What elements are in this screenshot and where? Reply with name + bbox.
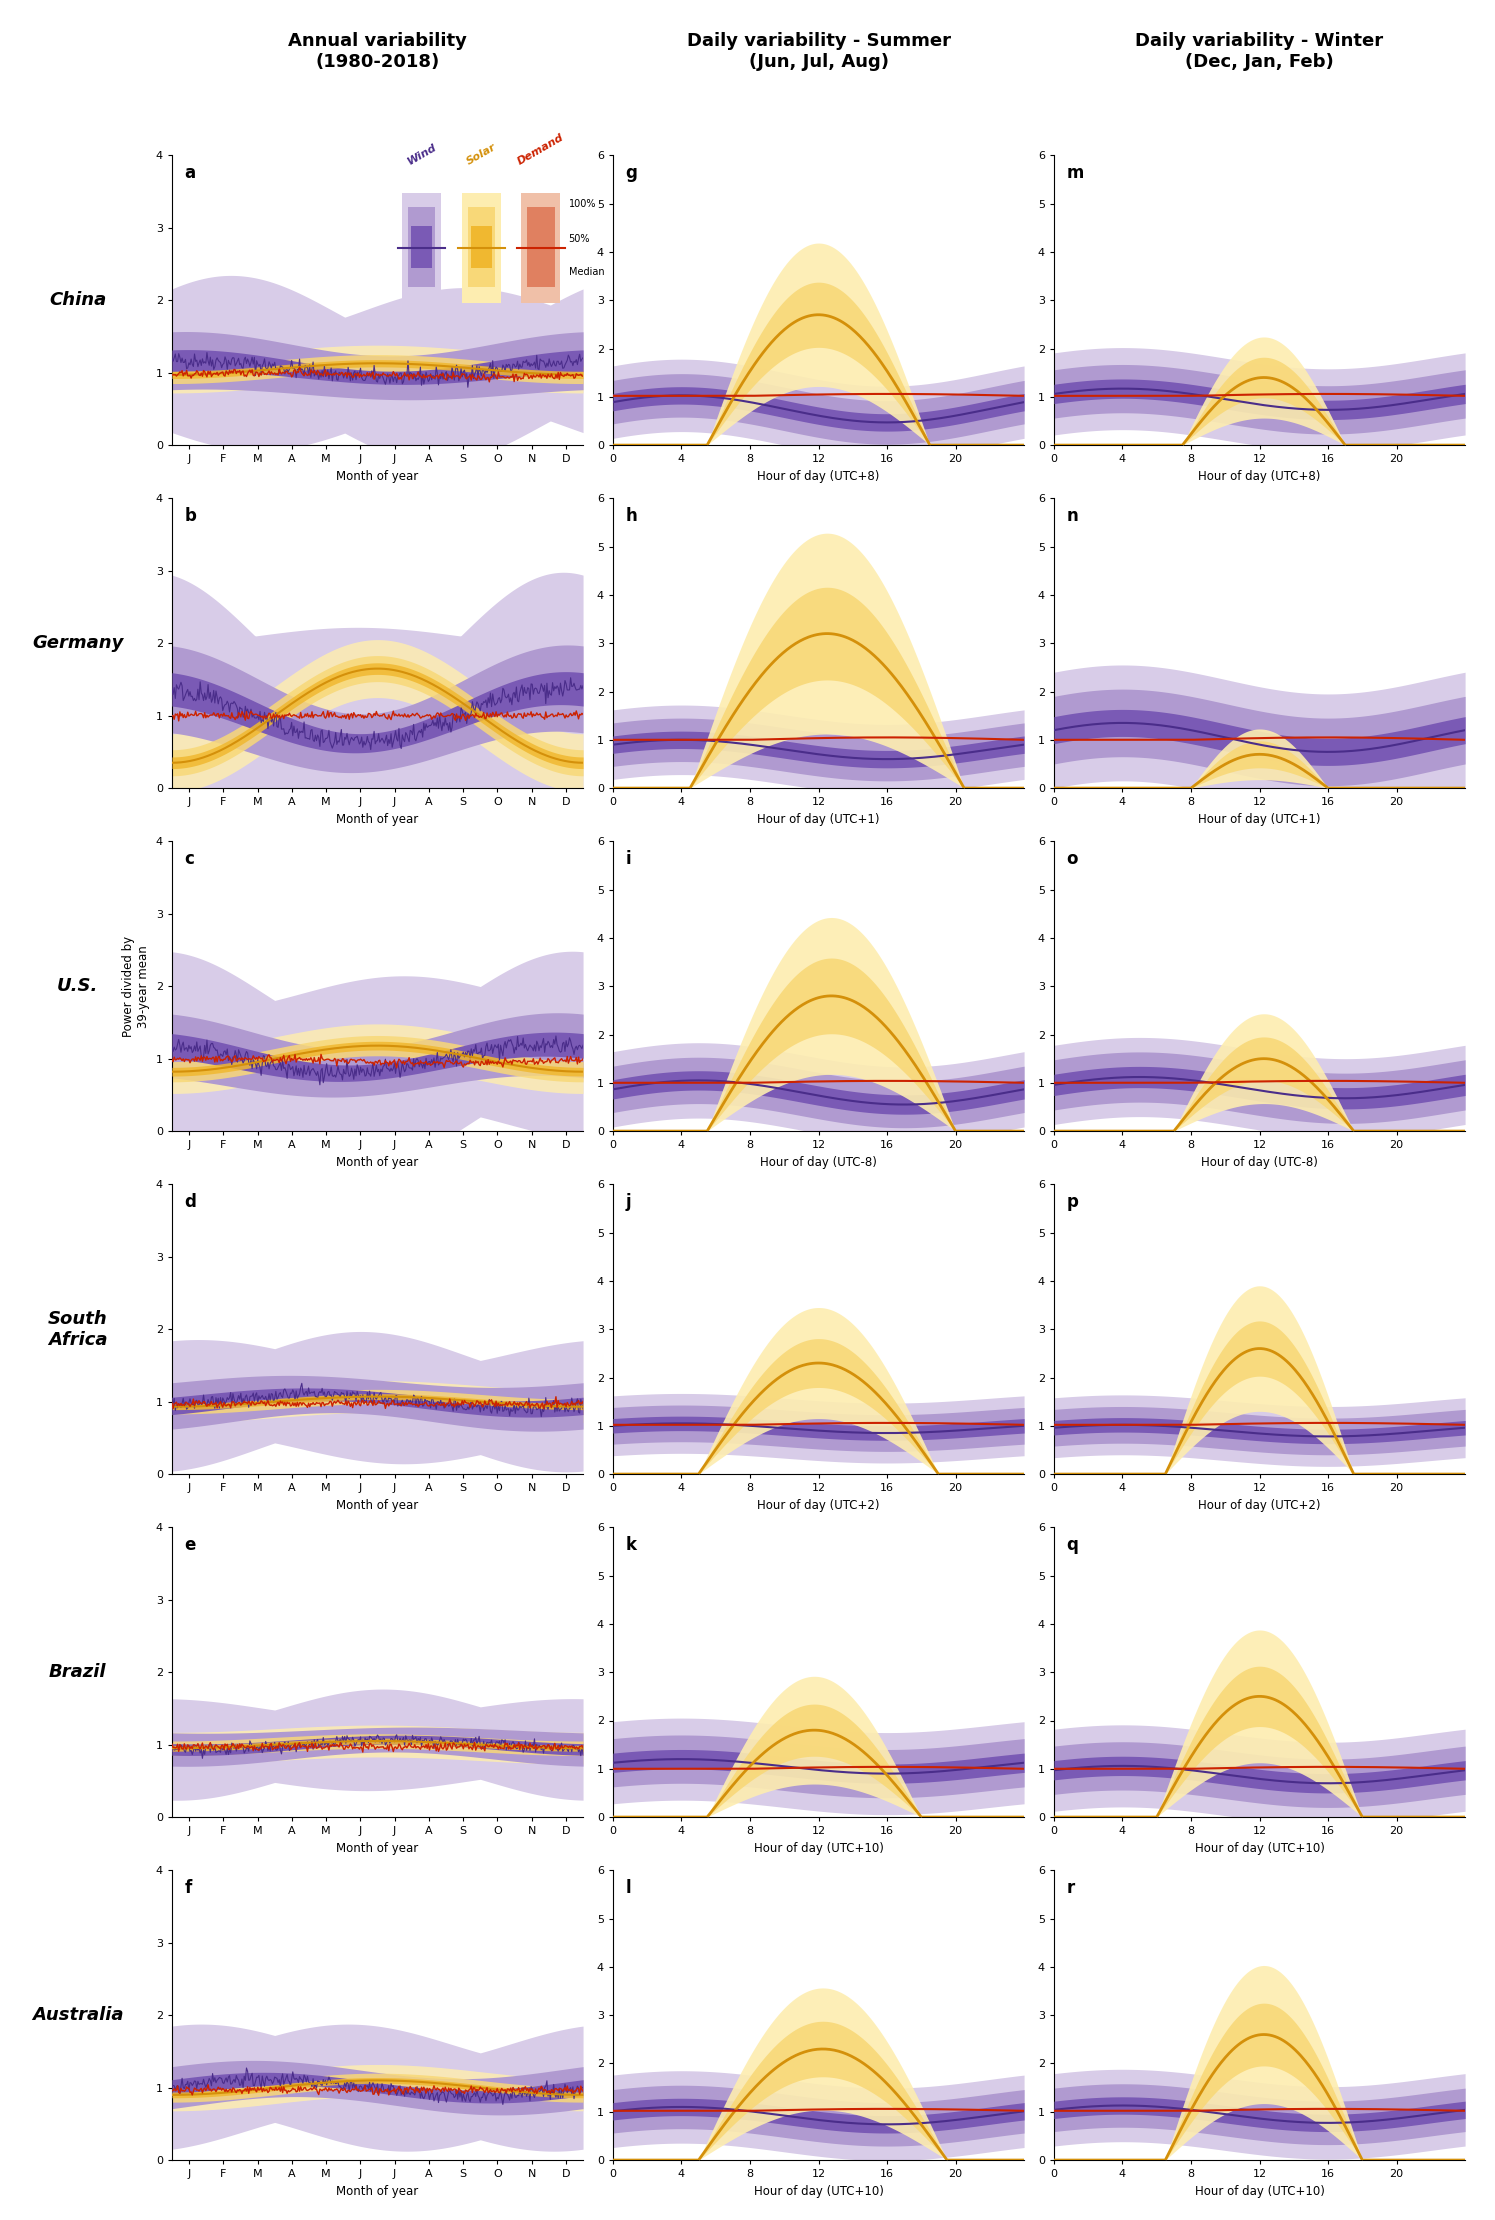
X-axis label: Month of year: Month of year <box>336 1843 419 1854</box>
X-axis label: Month of year: Month of year <box>336 1157 419 1168</box>
Y-axis label: Power divided by
39-year mean: Power divided by 39-year mean <box>123 935 150 1037</box>
X-axis label: Hour of day (UTC-8): Hour of day (UTC-8) <box>1200 1157 1319 1168</box>
X-axis label: Hour of day (UTC+8): Hour of day (UTC+8) <box>758 471 879 482</box>
X-axis label: Hour of day (UTC+2): Hour of day (UTC+2) <box>758 1498 879 1512</box>
Bar <box>528 206 555 286</box>
Text: Annual variability
(1980-2018): Annual variability (1980-2018) <box>289 31 466 71</box>
Text: i: i <box>625 850 631 868</box>
Text: Australia: Australia <box>31 2007 124 2025</box>
X-axis label: Hour of day (UTC+10): Hour of day (UTC+10) <box>1195 2184 1325 2198</box>
Text: r: r <box>1066 1878 1075 1898</box>
Text: o: o <box>1066 850 1078 868</box>
X-axis label: Month of year: Month of year <box>336 471 419 482</box>
X-axis label: Hour of day (UTC+10): Hour of day (UTC+10) <box>753 2184 884 2198</box>
Text: f: f <box>184 1878 191 1898</box>
Bar <box>471 226 492 269</box>
Text: b: b <box>184 506 196 526</box>
Text: n: n <box>1066 506 1078 526</box>
X-axis label: Hour of day (UTC+10): Hour of day (UTC+10) <box>753 1843 884 1854</box>
Bar <box>402 193 441 304</box>
Text: m: m <box>1066 164 1084 182</box>
Text: U.S.: U.S. <box>57 977 99 995</box>
X-axis label: Hour of day (UTC-8): Hour of day (UTC-8) <box>759 1157 878 1168</box>
Text: c: c <box>184 850 194 868</box>
Text: a: a <box>184 164 196 182</box>
X-axis label: Month of year: Month of year <box>336 1498 419 1512</box>
Text: Solar: Solar <box>465 142 498 166</box>
X-axis label: Hour of day (UTC+10): Hour of day (UTC+10) <box>1195 1843 1325 1854</box>
Text: q: q <box>1066 1536 1078 1554</box>
Text: China: China <box>49 291 106 309</box>
Text: 50%: 50% <box>568 235 591 244</box>
Text: Median: Median <box>568 266 604 278</box>
X-axis label: Month of year: Month of year <box>336 2184 419 2198</box>
Text: l: l <box>625 1878 631 1898</box>
Text: p: p <box>1066 1192 1078 1212</box>
Bar <box>522 193 561 304</box>
Text: h: h <box>625 506 637 526</box>
Bar <box>411 226 432 269</box>
Text: d: d <box>184 1192 196 1212</box>
X-axis label: Hour of day (UTC+1): Hour of day (UTC+1) <box>758 813 879 826</box>
Text: South
Africa: South Africa <box>48 1310 108 1348</box>
X-axis label: Month of year: Month of year <box>336 813 419 826</box>
Text: 100%: 100% <box>568 200 597 209</box>
X-axis label: Hour of day (UTC+2): Hour of day (UTC+2) <box>1199 1498 1320 1512</box>
X-axis label: Hour of day (UTC+1): Hour of day (UTC+1) <box>1199 813 1320 826</box>
Bar <box>462 193 501 304</box>
Text: Brazil: Brazil <box>49 1663 106 1681</box>
Text: k: k <box>625 1536 637 1554</box>
Text: Daily variability - Winter
(Dec, Jan, Feb): Daily variability - Winter (Dec, Jan, Fe… <box>1136 31 1383 71</box>
Bar <box>468 206 495 286</box>
Text: Germany: Germany <box>31 635 124 653</box>
Text: Demand: Demand <box>516 133 565 166</box>
Bar <box>408 206 435 286</box>
Text: Daily variability - Summer
(Jun, Jul, Aug): Daily variability - Summer (Jun, Jul, Au… <box>686 31 951 71</box>
Text: e: e <box>184 1536 196 1554</box>
Text: Wind: Wind <box>405 142 438 166</box>
Text: j: j <box>625 1192 631 1212</box>
X-axis label: Hour of day (UTC+8): Hour of day (UTC+8) <box>1199 471 1320 482</box>
Text: g: g <box>625 164 637 182</box>
